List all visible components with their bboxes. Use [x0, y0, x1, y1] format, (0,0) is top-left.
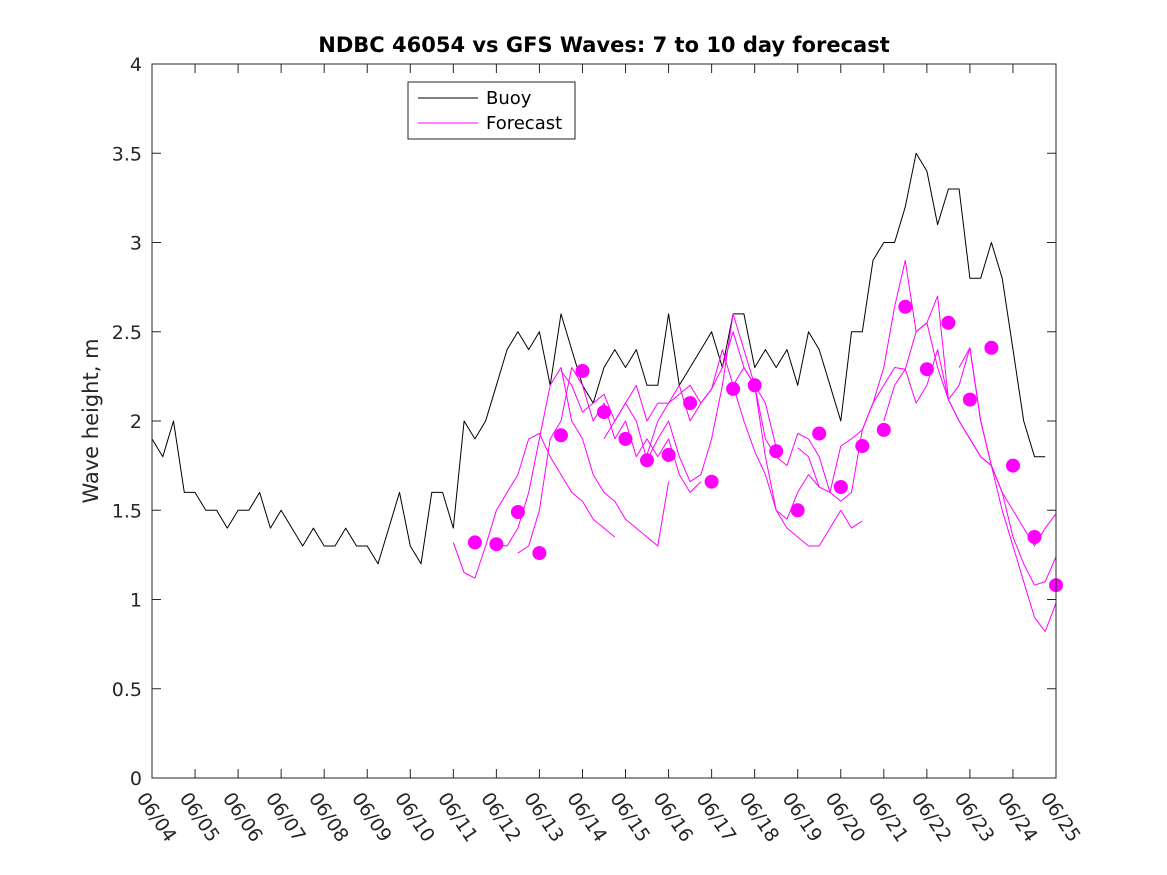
forecast-marker: [1006, 458, 1020, 473]
chart-title: NDBC 46054 vs GFS Waves: 7 to 10 day for…: [318, 33, 889, 57]
y-tick-label: 4: [130, 54, 142, 76]
forecast-marker: [704, 474, 719, 489]
forecast-marker: [597, 405, 611, 420]
y-tick-label: 1.5: [112, 500, 142, 522]
forecast-marker: [532, 546, 547, 561]
buoy-series-line: [151, 152, 1046, 565]
forecast-series-line-5: [603, 313, 820, 520]
forecast-marker: [833, 480, 848, 494]
y-tick-label: 1: [130, 590, 142, 612]
legend-label-buoy: Buoy: [486, 88, 532, 109]
y-tick-label: 2: [130, 411, 142, 433]
forecast-series-line-11: [958, 347, 1057, 633]
forecast-series-line-1: [452, 433, 616, 579]
y-tick-label: 0.5: [112, 679, 142, 701]
forecast-marker: [769, 444, 784, 459]
forecast-marker: [489, 537, 504, 552]
forecast-marker: [618, 431, 633, 446]
forecast-marker: [747, 378, 762, 393]
forecast-marker: [1027, 530, 1042, 544]
legend: Buoy Forecast: [407, 81, 576, 140]
forecast-marker: [640, 453, 654, 468]
forecast-marker: [898, 299, 913, 314]
forecast-marker: [467, 535, 482, 550]
legend-label-forecast: Forecast: [486, 113, 562, 134]
y-tick-label: 3.5: [112, 143, 142, 165]
forecast-series-line-6: [646, 349, 863, 547]
forecast-marker: [919, 362, 934, 377]
y-axis-label: Wave height, m: [79, 338, 103, 503]
forecast-marker: [790, 503, 805, 518]
legend-box: [407, 81, 576, 140]
y-tick-label: 3: [130, 233, 142, 255]
forecast-marker: [941, 315, 956, 330]
forecast-marker: [661, 447, 676, 462]
forecast-series-line-3: [517, 367, 702, 554]
forecast-marker: [876, 422, 891, 437]
forecast-marker: [683, 396, 698, 411]
y-tick-label: 2.5: [112, 322, 142, 344]
forecast-marker: [510, 505, 525, 519]
forecast-series-line-2: [496, 367, 670, 547]
forecast-marker: [726, 381, 741, 396]
forecast-marker: [855, 439, 870, 453]
forecast-marker: [575, 364, 590, 378]
forecast-marker: [984, 340, 999, 355]
forecast-marker: [812, 426, 827, 441]
forecast-marker: [962, 392, 977, 407]
forecast-marker: [554, 428, 568, 443]
y-tick-label: 0: [130, 768, 142, 790]
